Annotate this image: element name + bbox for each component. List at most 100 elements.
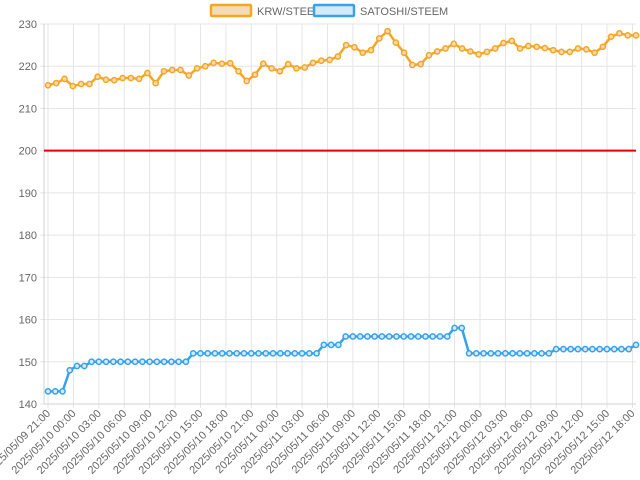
data-point[interactable] bbox=[204, 349, 212, 357]
data-point[interactable] bbox=[243, 77, 251, 85]
data-point[interactable] bbox=[589, 345, 596, 353]
data-point[interactable] bbox=[102, 76, 110, 84]
data-point[interactable] bbox=[531, 349, 538, 357]
data-point[interactable] bbox=[80, 362, 88, 370]
data-point[interactable] bbox=[139, 358, 146, 366]
data-point[interactable] bbox=[610, 345, 618, 353]
data-point[interactable] bbox=[549, 46, 557, 54]
data-point[interactable] bbox=[168, 358, 175, 366]
data-point[interactable] bbox=[52, 79, 60, 87]
data-point[interactable] bbox=[44, 81, 52, 89]
data-point[interactable] bbox=[487, 349, 495, 357]
data-point[interactable] bbox=[233, 349, 241, 357]
data-point[interactable] bbox=[371, 333, 379, 340]
data-point[interactable] bbox=[533, 43, 540, 51]
data-point[interactable] bbox=[359, 49, 367, 57]
data-point[interactable] bbox=[291, 349, 299, 357]
data-point[interactable] bbox=[516, 349, 524, 357]
data-point[interactable] bbox=[596, 345, 604, 353]
data-point[interactable] bbox=[193, 64, 201, 72]
data-point[interactable] bbox=[175, 358, 183, 366]
data-point[interactable] bbox=[591, 49, 598, 57]
data-point[interactable] bbox=[560, 345, 567, 353]
data-point[interactable] bbox=[235, 67, 242, 75]
data-point[interactable] bbox=[433, 48, 441, 55]
legend-item-krw-steem[interactable]: KRW/STEEM bbox=[209, 3, 323, 18]
data-point[interactable] bbox=[153, 358, 161, 366]
data-point[interactable] bbox=[259, 60, 267, 68]
data-point[interactable] bbox=[400, 333, 408, 340]
data-point[interactable] bbox=[524, 42, 532, 50]
data-point[interactable] bbox=[508, 37, 516, 45]
data-point[interactable] bbox=[185, 72, 193, 79]
data-point[interactable] bbox=[334, 53, 342, 60]
data-point[interactable] bbox=[385, 333, 393, 340]
data-point[interactable] bbox=[545, 349, 553, 357]
data-point[interactable] bbox=[465, 349, 473, 357]
data-point[interactable] bbox=[284, 349, 291, 357]
data-point[interactable] bbox=[293, 64, 300, 72]
data-point[interactable] bbox=[102, 358, 110, 366]
data-point[interactable] bbox=[400, 49, 408, 57]
data-point[interactable] bbox=[392, 39, 400, 46]
data-point[interactable] bbox=[567, 345, 575, 353]
data-point[interactable] bbox=[417, 60, 425, 68]
data-point[interactable] bbox=[618, 345, 625, 353]
data-point[interactable] bbox=[197, 349, 204, 357]
data-point[interactable] bbox=[429, 333, 437, 340]
data-point[interactable] bbox=[625, 345, 633, 353]
chart-legend[interactable]: KRW/STEEM SATOSHI/STEEM bbox=[209, 3, 448, 18]
data-point[interactable] bbox=[177, 66, 184, 74]
data-point[interactable] bbox=[268, 64, 275, 72]
data-point[interactable] bbox=[367, 46, 375, 54]
data-point[interactable] bbox=[436, 333, 444, 340]
data-point[interactable] bbox=[317, 57, 325, 65]
data-point[interactable] bbox=[202, 62, 209, 70]
data-point[interactable] bbox=[305, 349, 313, 357]
data-point[interactable] bbox=[599, 43, 607, 51]
data-point[interactable] bbox=[414, 333, 422, 340]
data-point[interactable] bbox=[451, 324, 458, 332]
data-point[interactable] bbox=[342, 41, 350, 49]
data-point[interactable] bbox=[276, 67, 284, 75]
data-point[interactable] bbox=[422, 333, 429, 340]
legend-item-satoshi-steem[interactable]: SATOSHI/STEEM bbox=[312, 3, 448, 18]
data-point[interactable] bbox=[552, 345, 560, 353]
data-point[interactable] bbox=[574, 345, 582, 353]
data-point[interactable] bbox=[581, 345, 589, 353]
data-point[interactable] bbox=[582, 45, 590, 53]
data-point[interactable] bbox=[467, 48, 474, 55]
data-point[interactable] bbox=[119, 74, 126, 82]
data-point[interactable] bbox=[475, 51, 482, 58]
data-point[interactable] bbox=[450, 40, 458, 48]
data-point[interactable] bbox=[255, 349, 262, 357]
data-point[interactable] bbox=[458, 324, 466, 332]
data-point[interactable] bbox=[117, 358, 124, 366]
data-point[interactable] bbox=[144, 69, 151, 77]
data-point[interactable] bbox=[127, 74, 135, 82]
data-point[interactable] bbox=[375, 35, 383, 42]
data-point[interactable] bbox=[480, 349, 487, 357]
data-point[interactable] bbox=[320, 341, 328, 349]
data-point[interactable] bbox=[210, 59, 217, 67]
data-point[interactable] bbox=[160, 67, 168, 75]
data-point[interactable] bbox=[500, 39, 507, 47]
data-point[interactable] bbox=[541, 44, 549, 52]
data-point[interactable] bbox=[342, 333, 349, 340]
data-point[interactable] bbox=[218, 349, 226, 357]
data-point[interactable] bbox=[335, 341, 342, 349]
data-point[interactable] bbox=[44, 387, 52, 395]
data-point[interactable] bbox=[491, 45, 499, 52]
data-point[interactable] bbox=[483, 48, 491, 56]
data-point[interactable] bbox=[574, 45, 582, 52]
data-point[interactable] bbox=[327, 341, 335, 349]
data-point[interactable] bbox=[538, 349, 545, 357]
data-point[interactable] bbox=[95, 358, 103, 366]
data-point[interactable] bbox=[269, 349, 277, 357]
data-point[interactable] bbox=[313, 349, 320, 357]
data-point[interactable] bbox=[632, 341, 640, 349]
data-point[interactable] bbox=[247, 349, 255, 357]
data-point[interactable] bbox=[240, 349, 248, 357]
data-point[interactable] bbox=[262, 349, 270, 357]
data-point[interactable] bbox=[146, 358, 153, 366]
